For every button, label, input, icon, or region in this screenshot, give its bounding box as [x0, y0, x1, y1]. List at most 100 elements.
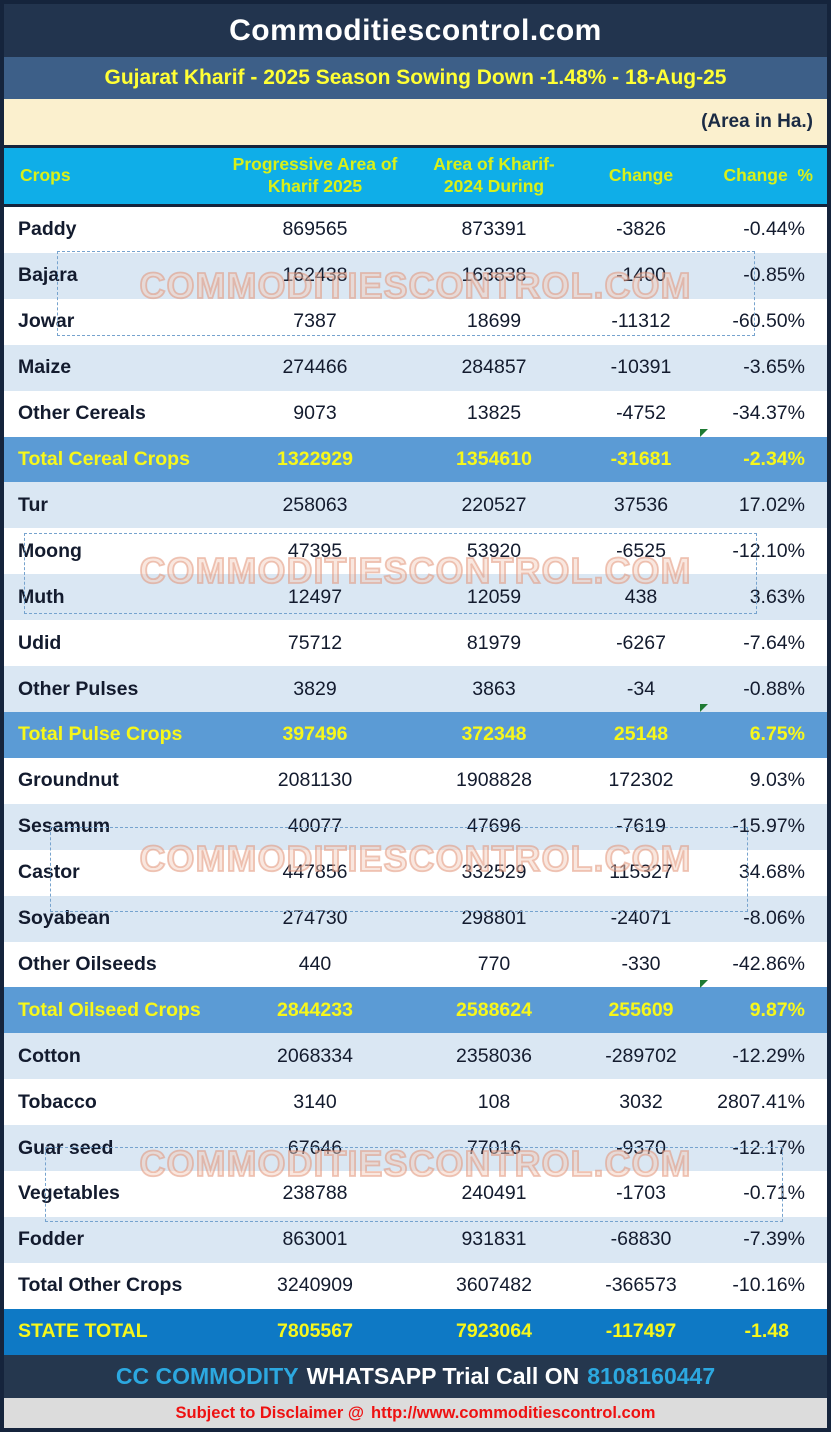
area-2024-cell: 298801: [461, 907, 527, 930]
change-pct-cell: -7.64%: [743, 631, 805, 654]
area-2024-cell: 1908828: [456, 769, 532, 792]
area-2024-cell: 12059: [466, 585, 522, 608]
area-2024-cell: 2588624: [456, 998, 532, 1021]
table-header-row: Crops Progressive Area of Kharif 2025 Ar…: [4, 145, 827, 207]
change-pct-cell: -60.50%: [732, 310, 805, 333]
change-cell: 438: [624, 585, 658, 608]
area-2025-cell: 440: [298, 952, 332, 975]
change-cell: -9370: [616, 1136, 666, 1159]
table-body: Paddy 869565 873391 -3826 -0.44% Bajara 162438…: [4, 207, 827, 1355]
table-row: Other Cereals 9073 13825 -4752 -34.37%: [4, 390, 827, 437]
crop-name-cell: Castor: [18, 861, 80, 884]
area-2024-cell: 240491: [461, 1182, 527, 1205]
change-pct-cell: -8.06%: [743, 907, 805, 930]
change-cell: -10391: [610, 356, 672, 379]
brand-title: Commoditiescontrol.com: [229, 13, 602, 47]
section-total-row: Total Cereal Crops 1322929 1354610 -31681 -2…: [4, 436, 827, 483]
table-row: Cotton 2068334 2358036 -289702 -12.29%: [4, 1033, 827, 1080]
area-2025-cell: 3829: [293, 677, 337, 700]
change-cell: -289702: [605, 1044, 677, 1067]
crop-name-cell: Udid: [18, 631, 62, 654]
column-header-area-2025: Progressive Area of Kharif 2025: [232, 154, 398, 196]
crop-name-cell: Moong: [18, 539, 82, 562]
change-pct-cell: -12.17%: [732, 1136, 805, 1159]
change-cell: 172302: [608, 769, 674, 792]
table-row: Tobacco 3140 108 3032 2807.41%: [4, 1079, 827, 1126]
table-row: Other Pulses 3829 3863 -34 -0.88%: [4, 666, 827, 712]
table-row: Vegetables 238788 240491 -1703 -0.71%: [4, 1171, 827, 1217]
area-2025-cell: 40077: [287, 815, 343, 838]
section-total-row: Total Pulse Crops 397496 372348 25148 6.75%: [4, 711, 827, 758]
crop-name-cell: Soyabean: [18, 907, 111, 930]
change-pct-cell: -2.34%: [743, 447, 805, 470]
table-row: Other Oilseeds 440 770 -330 -42.86%: [4, 941, 827, 988]
change-pct-cell: -3.65%: [743, 356, 805, 379]
area-2024-cell: 77016: [466, 1136, 522, 1159]
change-pct-cell: -12.10%: [732, 539, 805, 562]
change-pct-cell: -10.16%: [732, 1274, 805, 1297]
area-2025-cell: 162438: [282, 264, 348, 287]
change-pct-cell: -1.48: [744, 1320, 789, 1343]
change-pct-cell: -0.44%: [743, 218, 805, 241]
report-headline: Gujarat Kharif - 2025 Season Sowing Down…: [104, 66, 727, 89]
area-2024-cell: 163838: [461, 264, 527, 287]
change-cell: 255609: [608, 998, 674, 1021]
area-2024-cell: 931831: [461, 1228, 527, 1251]
area-2025-cell: 869565: [282, 218, 348, 241]
change-pct-cell: -0.85%: [743, 264, 805, 287]
area-2025-cell: 12497: [287, 585, 343, 608]
crop-name-cell: Total Pulse Crops: [18, 723, 183, 746]
area-2025-cell: 447856: [282, 861, 348, 884]
change-cell: -6267: [616, 631, 666, 654]
change-cell: -117497: [605, 1320, 677, 1343]
change-pct-cell: 9.03%: [749, 769, 805, 792]
change-pct-cell: 6.75%: [749, 723, 805, 746]
area-2024-cell: 873391: [461, 218, 527, 241]
table-row: Castor 447856 332529 115327 34.68%: [4, 849, 827, 896]
table-row: Muth 12497 12059 438 3.63%: [4, 574, 827, 621]
area-2024-cell: 284857: [461, 356, 527, 379]
area-2024-cell: 3607482: [456, 1274, 532, 1297]
change-cell: -3826: [616, 218, 666, 241]
area-2024-cell: 372348: [461, 723, 527, 746]
area-2024-cell: 53920: [466, 539, 522, 562]
area-2025-cell: 9073: [293, 402, 337, 425]
state-total-row: STATE TOTAL 7805567 7923064 -117497 -1.48: [4, 1308, 827, 1355]
change-pct-cell: -15.97%: [732, 815, 805, 838]
area-2025-cell: 863001: [282, 1228, 348, 1251]
change-pct-cell: -0.71%: [743, 1182, 805, 1205]
area-2025-cell: 274466: [282, 356, 348, 379]
area-2025-cell: 397496: [282, 723, 348, 746]
column-header-crops: Crops: [20, 165, 71, 186]
change-cell: -330: [621, 952, 661, 975]
area-2025-cell: 67646: [287, 1136, 343, 1159]
area-2024-cell: 770: [477, 952, 511, 975]
change-cell: -1400: [616, 264, 666, 287]
crop-name-cell: Vegetables: [18, 1182, 120, 1205]
area-2024-cell: 108: [477, 1090, 511, 1113]
area-2024-cell: 18699: [466, 310, 522, 333]
area-2025-cell: 3240909: [277, 1274, 353, 1297]
area-2024-cell: 13825: [466, 402, 522, 425]
change-cell: -68830: [610, 1228, 672, 1251]
unit-bar: (Area in Ha.): [4, 99, 827, 145]
table-row: Sesamum 40077 47696 -7619 -15.97%: [4, 803, 827, 850]
crop-name-cell: Cotton: [18, 1044, 81, 1067]
footer-message: WHATSAPP Trial Call ON: [306, 1363, 580, 1389]
change-cell: -6525: [616, 539, 666, 562]
area-2025-cell: 3140: [293, 1090, 337, 1113]
change-pct-cell: -34.37%: [732, 402, 805, 425]
crop-name-cell: Fodder: [18, 1228, 85, 1251]
area-2024-cell: 2358036: [456, 1044, 532, 1067]
area-2024-cell: 81979: [466, 631, 522, 654]
disclaimer-link[interactable]: http://www.commoditiescontrol.com: [371, 1403, 656, 1422]
change-pct-cell: 9.87%: [749, 998, 805, 1021]
change-pct-cell: -12.29%: [732, 1044, 805, 1067]
column-header-change-pct: Change %: [723, 165, 813, 186]
table-row: Moong 47395 53920 -6525 -12.10%: [4, 528, 827, 575]
change-cell: 25148: [613, 723, 669, 746]
crop-name-cell: Total Cereal Crops: [18, 447, 190, 470]
crop-name-cell: Sesamum: [18, 815, 111, 838]
footer-bar: CC COMMODITY WHATSAPP Trial Call ON 8108…: [4, 1355, 827, 1398]
